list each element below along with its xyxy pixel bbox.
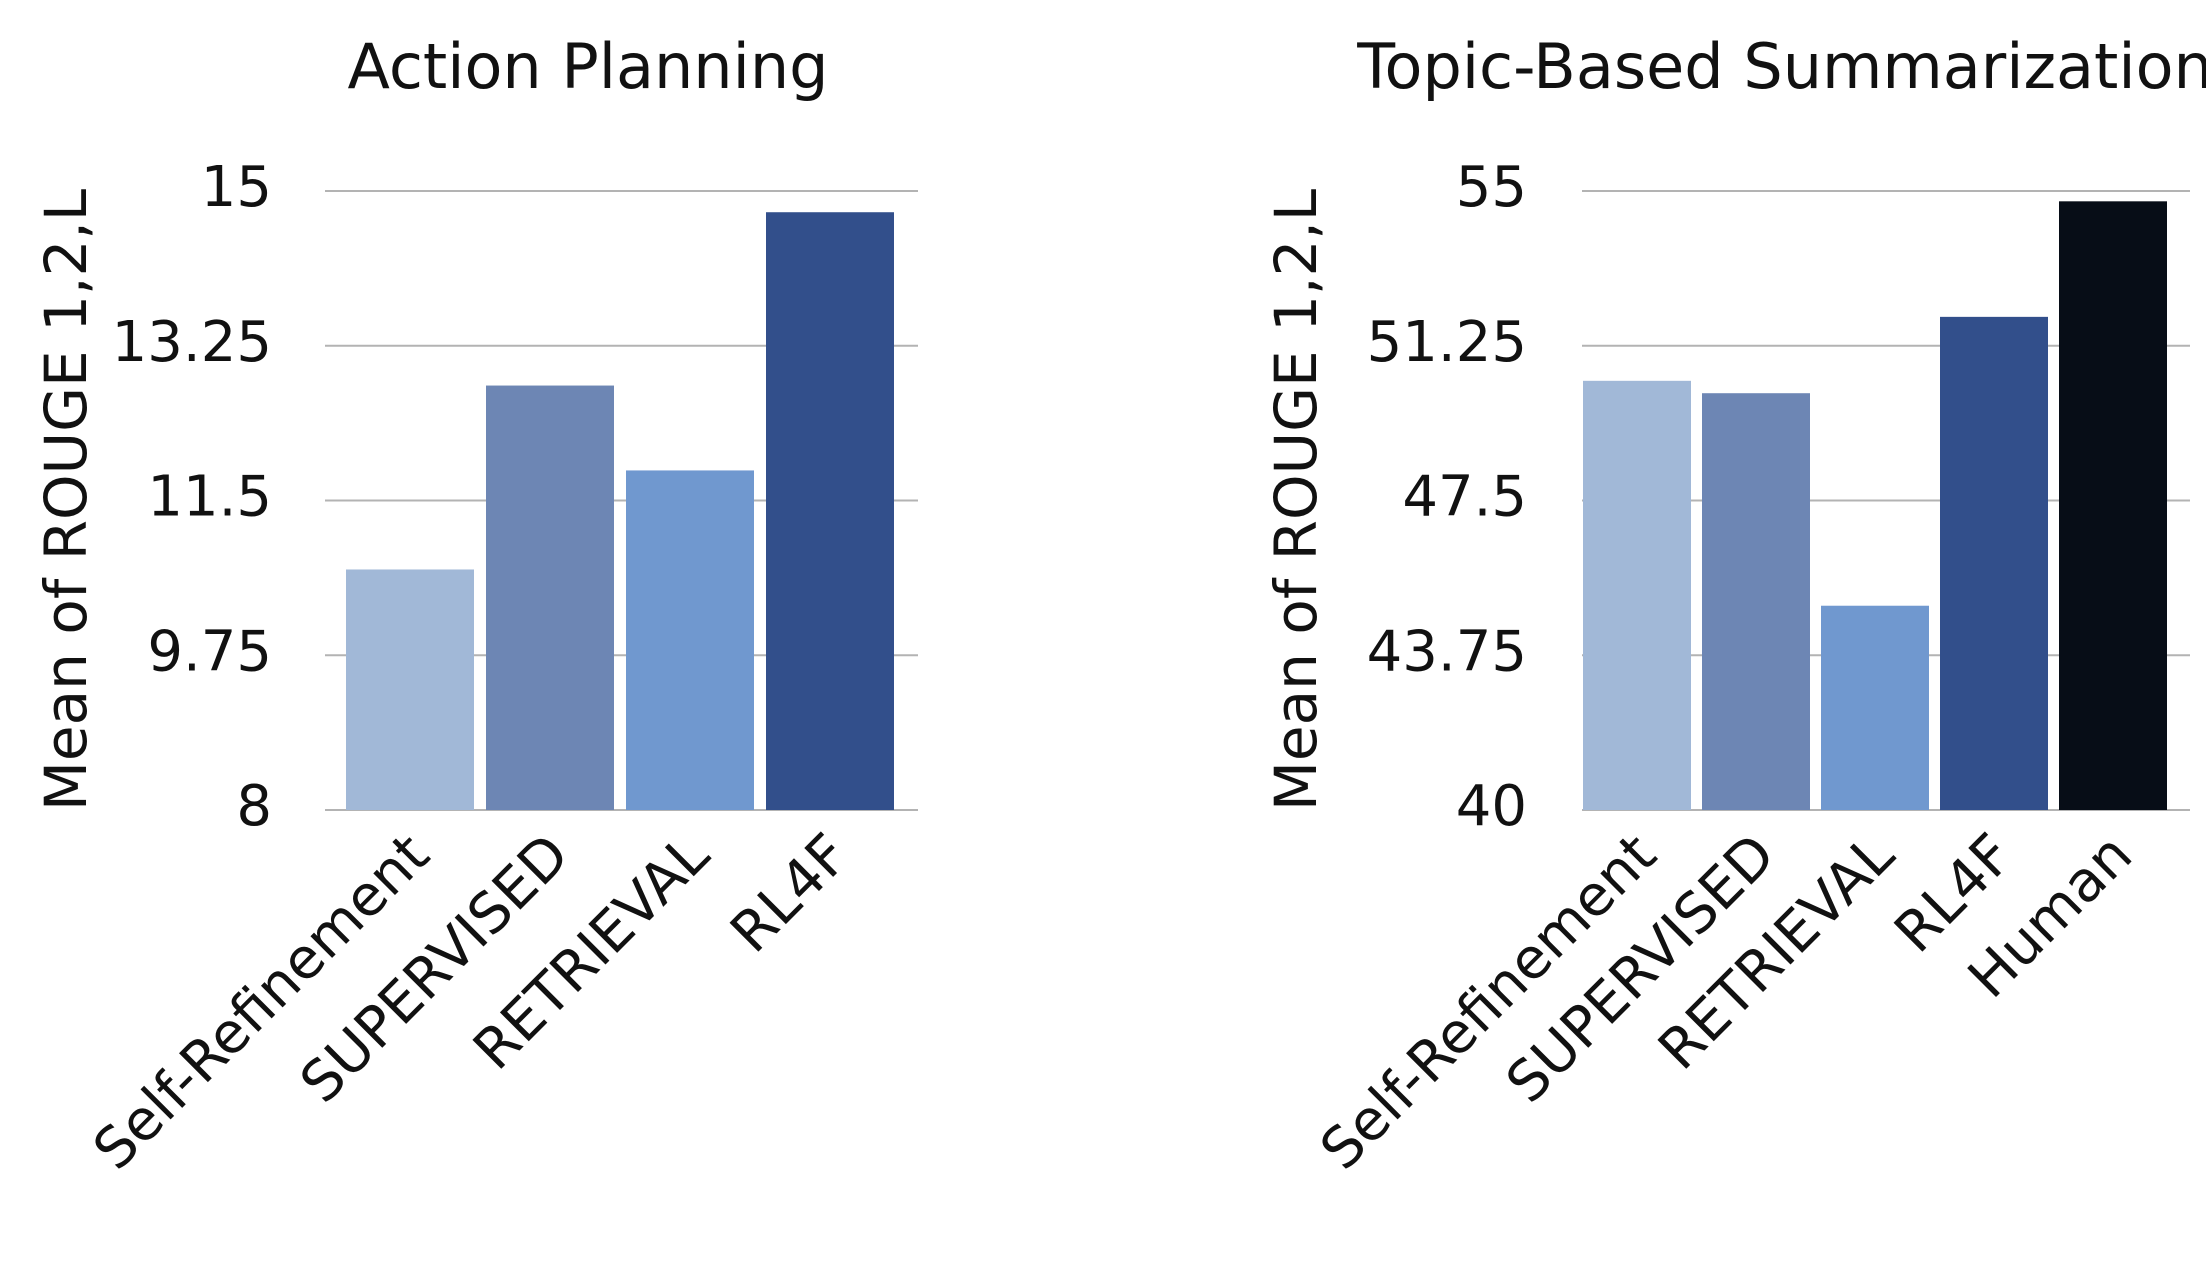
chart-title: Topic-Based Summarization xyxy=(1356,30,2206,103)
bar-retrieval xyxy=(626,470,754,810)
y-tick-label: 8 xyxy=(236,774,272,839)
y-axis-label: Mean of ROUGE 1,2,L xyxy=(32,189,100,811)
y-tick-label: 51.25 xyxy=(1367,310,1527,375)
bar-supervised xyxy=(1702,393,1810,810)
bar-rl4f xyxy=(1940,316,2048,810)
chart-title: Action Planning xyxy=(348,30,829,103)
y-tick-label: 15 xyxy=(201,155,272,220)
bar-retrieval xyxy=(1821,605,1929,810)
chart-panel-topic-based-summarization: Topic-Based Summarization Mean of ROUGE 1… xyxy=(1262,30,2206,1183)
y-tick-label: 47.5 xyxy=(1402,465,1527,530)
bar-supervised xyxy=(486,385,614,810)
bar-self-refinement xyxy=(346,569,474,810)
y-tick-label: 55 xyxy=(1456,155,1527,220)
y-tick-label: 40 xyxy=(1456,774,1527,839)
y-tick-label: 11.5 xyxy=(147,465,272,530)
bar-rl4f xyxy=(766,212,894,811)
y-tick-label: 9.75 xyxy=(147,619,272,684)
y-axis-label: Mean of ROUGE 1,2,L xyxy=(1262,189,1330,811)
y-tick-label: 43.75 xyxy=(1367,619,1527,684)
bar-self-refinement xyxy=(1583,380,1691,810)
y-tick-label: 13.25 xyxy=(112,310,272,375)
chart-panel-action-planning: Action Planning Mean of ROUGE 1,2,L 8 9.75 1… xyxy=(32,30,918,1183)
x-category-label: RL4F xyxy=(718,822,862,966)
bar-human xyxy=(2059,201,2167,811)
